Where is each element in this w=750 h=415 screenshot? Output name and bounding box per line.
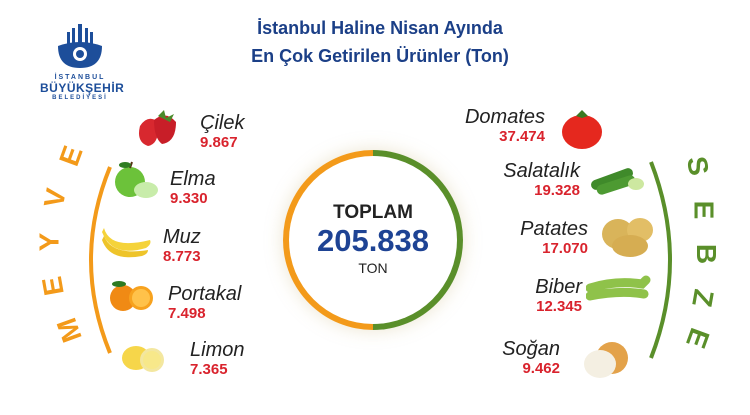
total-unit: TON xyxy=(358,260,388,276)
item-name: Muz xyxy=(163,226,201,248)
item-value: 9.462 xyxy=(522,360,560,377)
list-item: Elma 9.330 xyxy=(170,168,216,208)
total-label: TOPLAM xyxy=(333,202,413,223)
list-item: Limon 7.365 xyxy=(190,339,244,379)
list-item: Patates 17.070 xyxy=(460,218,588,258)
title-line1: İstanbul Haline Nisan Ayında xyxy=(257,18,503,38)
lemon-icon xyxy=(122,346,164,372)
tomato-icon xyxy=(562,110,602,149)
ibb-logo: İSTANBUL BÜYÜKŞEHİR BELEDİYESİ xyxy=(40,22,125,101)
orange-icon xyxy=(110,281,153,311)
list-item: Çilek 9.867 xyxy=(200,112,244,152)
item-name: Biber xyxy=(535,276,582,298)
title-line2: En Çok Getirilen Ürünler (Ton) xyxy=(251,46,509,66)
item-value: 9.330 xyxy=(170,190,208,207)
list-item: Soğan 9.462 xyxy=(460,338,560,378)
list-item: Domates 37.474 xyxy=(420,106,545,146)
list-item: Biber 12.345 xyxy=(470,276,582,316)
list-item: Salatalık 19.328 xyxy=(450,160,580,200)
item-value: 7.365 xyxy=(190,361,228,378)
apple-icon xyxy=(115,161,158,198)
onion-icon xyxy=(584,342,628,378)
strawberry-icon xyxy=(139,110,176,146)
item-name: Portakal xyxy=(168,283,242,305)
list-item: Portakal 7.498 xyxy=(168,283,241,323)
logo-line2: BÜYÜKŞEHİR xyxy=(40,81,125,95)
item-name: Elma xyxy=(170,168,216,190)
total-value: 205.838 xyxy=(316,223,430,258)
list-item: Muz 8.773 xyxy=(163,226,201,266)
item-value: 9.867 xyxy=(200,134,238,151)
item-name: Patates xyxy=(520,218,588,240)
logo-line3: BELEDİYESİ xyxy=(52,95,108,101)
item-name: Çilek xyxy=(200,112,245,134)
pepper-icon xyxy=(586,275,651,301)
banana-icon xyxy=(102,228,151,258)
page-title: İstanbul Haline Nisan Ayında En Çok Geti… xyxy=(200,14,560,70)
item-value: 17.070 xyxy=(542,240,588,257)
item-name: Soğan xyxy=(502,338,560,360)
item-value: 12.345 xyxy=(536,298,582,315)
potato-icon xyxy=(602,218,653,257)
item-name: Domates xyxy=(464,106,545,128)
ibb-emblem-icon xyxy=(58,24,102,68)
logo-line1: İSTANBUL xyxy=(54,74,106,81)
item-value: 8.773 xyxy=(163,248,201,265)
item-value: 37.474 xyxy=(499,128,545,145)
item-name: Limon xyxy=(190,339,245,361)
item-value: 7.498 xyxy=(168,305,206,322)
total-ring: TOPLAM 205.838 TON xyxy=(283,150,463,330)
cucumber-icon xyxy=(591,168,644,195)
item-name: Salatalık xyxy=(503,160,580,182)
item-value: 19.328 xyxy=(534,182,580,199)
sebze-arc xyxy=(649,161,672,359)
meyve-arc xyxy=(89,166,112,354)
